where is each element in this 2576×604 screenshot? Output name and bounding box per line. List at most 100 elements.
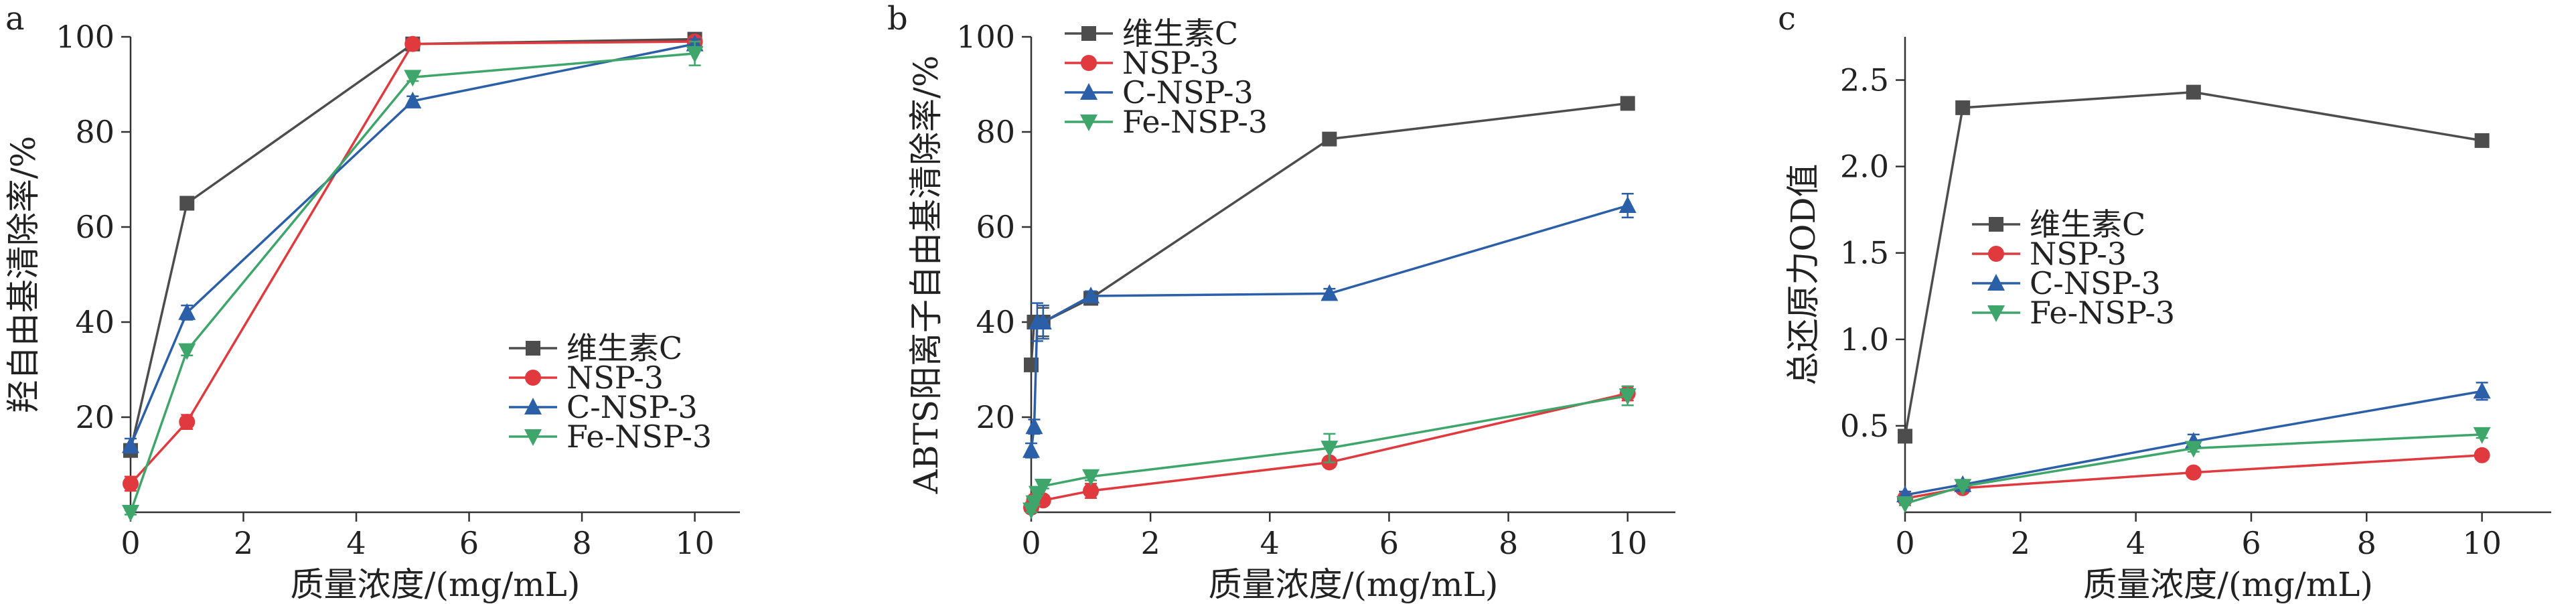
data-point — [1025, 417, 1043, 435]
series-line — [1904, 390, 2482, 496]
data-point — [1898, 429, 1912, 444]
y-tick-label: 80 — [75, 114, 115, 150]
chart-panel-b: b 0 2 4 6 8 10 20 40 60 80 100 质量浓度/(mg/mL) ABTS阳离子自由… — [887, 0, 1675, 604]
data-point — [2185, 464, 2202, 481]
series-line — [129, 42, 695, 447]
legend-marker — [524, 398, 542, 414]
data-point — [1082, 286, 1100, 303]
series-Fe-NSP-3 — [1022, 385, 1637, 520]
data-point — [2186, 84, 2201, 100]
x-tick-label: 6 — [2241, 525, 2261, 561]
data-point — [1034, 478, 1052, 496]
y-tick-label: 40 — [976, 304, 1015, 340]
legend-label: 维生素C — [566, 330, 682, 366]
data-point — [404, 91, 422, 108]
y-tick-label: 0.5 — [1840, 408, 1889, 444]
x-tick-label: 0 — [121, 525, 140, 561]
y-tick-label: 20 — [75, 399, 115, 435]
legend-label: C-NSP-3 — [566, 389, 698, 425]
legend-label: Fe-NSP-3 — [2030, 295, 2175, 331]
data-point — [1322, 131, 1337, 147]
y-axis-title: 羟自由基清除率/% — [4, 136, 43, 413]
x-tick-label: 8 — [572, 525, 591, 561]
data-point — [123, 475, 139, 492]
series-维生素C — [1898, 84, 2490, 444]
data-point — [2474, 133, 2490, 148]
data-point — [1955, 100, 1971, 115]
legend-label: C-NSP-3 — [1122, 74, 1254, 110]
y-tick-label: 60 — [976, 209, 1015, 245]
x-tick-label: 6 — [459, 525, 479, 561]
y-tick-label: 100 — [956, 19, 1015, 55]
x-axis-title: 质量浓度/(mg/mL) — [2083, 565, 2373, 604]
data-point — [1618, 388, 1637, 406]
y-axis-title: ABTS阳离子自由基清除率/% — [907, 56, 945, 495]
y-tick-label: 2.0 — [1840, 149, 1889, 185]
data-point — [2184, 441, 2202, 458]
legend-marker — [1987, 274, 2005, 291]
data-point — [1083, 483, 1100, 500]
data-point — [2473, 382, 2491, 399]
x-tick-label: 2 — [1141, 525, 1160, 561]
data-point — [1320, 441, 1339, 458]
x-tick-label: 4 — [1260, 525, 1280, 561]
x-tick-label: 4 — [346, 525, 366, 561]
legend-marker — [1987, 305, 2005, 322]
data-point — [2473, 427, 2491, 444]
data-point — [178, 343, 196, 360]
x-tick-label: 4 — [2126, 525, 2145, 561]
legend-marker — [1080, 115, 1097, 131]
series-Fe-NSP-3 — [1896, 427, 2491, 514]
legend-marker — [526, 341, 540, 356]
y-tick-label: 1.0 — [1840, 321, 1889, 358]
series-line — [129, 40, 695, 485]
series-line — [1904, 433, 2482, 505]
legend-label: NSP-3 — [2030, 236, 2127, 272]
series-Fe-NSP-3 — [122, 40, 704, 522]
x-tick-label: 8 — [1499, 525, 1518, 561]
x-tick-label: 0 — [1021, 525, 1041, 561]
legend-marker — [1081, 26, 1096, 41]
legend-label: 维生素C — [1122, 15, 1238, 52]
x-tick-label: 2 — [234, 525, 253, 561]
series-line — [1904, 90, 2482, 437]
x-axis-title: 质量浓度/(mg/mL) — [1209, 565, 1499, 604]
data-point — [1954, 479, 1972, 496]
y-tick-label: 100 — [56, 19, 115, 55]
data-point — [122, 436, 139, 453]
series-NSP-3 — [123, 33, 703, 492]
series-维生素C — [1024, 96, 1635, 372]
legend-label: NSP-3 — [1122, 45, 1219, 81]
x-tick-label: 2 — [2011, 525, 2030, 561]
legend-marker — [1988, 246, 2004, 262]
legend-marker — [1081, 55, 1097, 71]
data-point — [179, 196, 195, 211]
legend-label: Fe-NSP-3 — [566, 419, 712, 455]
panel-label: c — [1778, 0, 1796, 37]
legend-marker — [525, 370, 541, 386]
data-point — [179, 414, 196, 431]
x-tick-label: 0 — [1895, 525, 1914, 561]
panel-label: b — [887, 0, 908, 37]
panel-label: a — [5, 0, 25, 37]
x-tick-label: 10 — [1608, 525, 1647, 561]
series-C-NSP-3 — [1022, 193, 1637, 459]
x-tick-label: 6 — [1379, 525, 1399, 561]
data-point — [1022, 441, 1040, 458]
data-point — [1320, 284, 1339, 301]
data-point — [1082, 469, 1100, 486]
x-tick-label: 10 — [675, 525, 714, 561]
data-point — [404, 70, 422, 87]
data-point — [686, 46, 704, 63]
data-point — [1034, 313, 1052, 329]
data-point — [2474, 447, 2490, 463]
legend-marker — [1080, 83, 1097, 100]
y-tick-label: 2.5 — [1840, 62, 1889, 98]
chart-panel-c: c 0 2 4 6 8 10 0.5 1.0 1.5 2.0 2.5 质量浓度/(mg/mL) 总还原力O… — [1778, 0, 2551, 604]
x-tick-label: 8 — [2357, 525, 2376, 561]
axes-frame — [1904, 37, 2551, 514]
